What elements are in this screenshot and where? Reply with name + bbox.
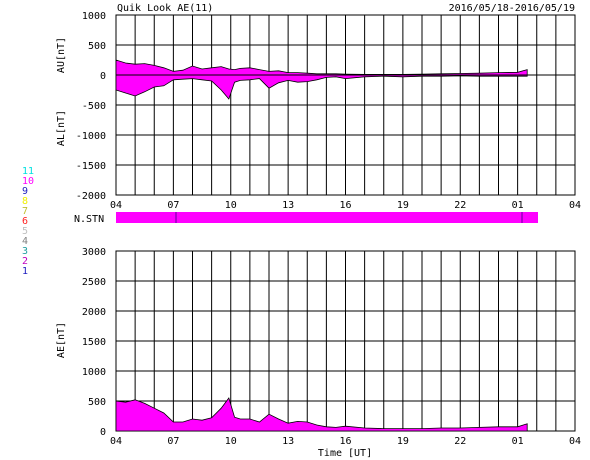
station-legend-item: 1 <box>22 266 28 277</box>
station-legend-item: 5 <box>22 226 28 237</box>
nstn-fill-bar <box>116 212 538 223</box>
au-al-y-tick-label: 0 <box>100 71 106 82</box>
ae-y-tick-label: 2000 <box>82 307 106 318</box>
au-al-x-tick-label: 16 <box>339 200 351 211</box>
figure-title: Quik Look AE(11) <box>117 3 213 14</box>
station-legend-item: 6 <box>22 216 28 227</box>
station-legend-item: 3 <box>22 246 28 257</box>
au-axis-label: AU[nT] <box>56 37 67 73</box>
ae-y-tick-label: 1500 <box>82 337 106 348</box>
ae-series-area <box>115 397 528 432</box>
au-al-x-tick-label: 01 <box>512 200 524 211</box>
al-series-area <box>115 74 528 100</box>
ae-x-tick-label: 13 <box>282 436 294 447</box>
ae-x-tick-label: 10 <box>225 436 237 447</box>
station-count-bar: N.STN <box>74 212 538 225</box>
au-al-x-tick-labels: 04 07 10 13 16 19 22 01 04 <box>110 200 581 211</box>
station-legend-item: 10 <box>22 176 34 187</box>
au-al-x-tick-label: 07 <box>167 200 179 211</box>
au-al-y-tick-label: 500 <box>88 41 106 52</box>
au-al-chart: 1000 500 0 -500 -1000 -1500 -2000 04 07 10 13 16 19… <box>56 11 581 211</box>
ae-x-tick-label: 04 <box>569 436 581 447</box>
ae-y-tick-label: 1000 <box>82 367 106 378</box>
station-legend-item: 11 <box>22 166 34 177</box>
au-al-x-tick-label: 13 <box>282 200 294 211</box>
ae-y-tick-label: 2500 <box>82 277 106 288</box>
ae-x-tick-label: 07 <box>167 436 179 447</box>
au-al-y-tick-label: -2000 <box>76 191 106 202</box>
station-legend-item: 9 <box>22 186 28 197</box>
ae-x-tick-label: 04 <box>110 436 122 447</box>
ae-axis-label: AE[nT] <box>56 322 67 358</box>
date-range: 2016/05/18-2016/05/19 <box>449 3 575 14</box>
au-al-y-tick-label: 1000 <box>82 11 106 22</box>
ae-x-tick-labels: 04 07 10 13 16 19 22 01 04 <box>110 436 581 447</box>
ae-y-tick-label: 3000 <box>82 247 106 258</box>
ae-y-tick-labels: 3000 2500 2000 1500 1000 500 0 <box>82 247 106 438</box>
ae-x-tick-label: 16 <box>339 436 351 447</box>
ae-x-tick-label: 01 <box>512 436 524 447</box>
station-legend-item: 7 <box>22 206 28 217</box>
nstn-label: N.STN <box>74 214 104 225</box>
station-legend-item: 2 <box>22 256 28 267</box>
station-legend-item: 4 <box>22 236 28 247</box>
ae-y-tick-label: 500 <box>88 397 106 408</box>
ae-y-tick-label: 0 <box>100 427 106 438</box>
au-al-y-tick-labels: 1000 500 0 -500 -1000 -1500 -2000 <box>76 11 106 202</box>
x-axis-label: Time [UT] <box>318 448 372 459</box>
station-legend-item: 8 <box>22 196 28 207</box>
au-al-x-tick-label: 22 <box>454 200 466 211</box>
au-al-x-tick-label: 04 <box>110 200 122 211</box>
au-al-y-tick-label: -500 <box>82 101 106 112</box>
ae-x-tick-label: 19 <box>397 436 409 447</box>
au-al-x-tick-label: 04 <box>569 200 581 211</box>
ae-grid <box>116 251 575 431</box>
al-axis-label: AL[nT] <box>56 110 67 146</box>
au-series-area <box>115 59 528 76</box>
ae-x-tick-label: 22 <box>454 436 466 447</box>
au-al-y-tick-label: -1500 <box>76 161 106 172</box>
au-al-x-tick-label: 19 <box>397 200 409 211</box>
au-al-y-tick-label: -1000 <box>76 131 106 142</box>
au-al-x-tick-label: 10 <box>225 200 237 211</box>
